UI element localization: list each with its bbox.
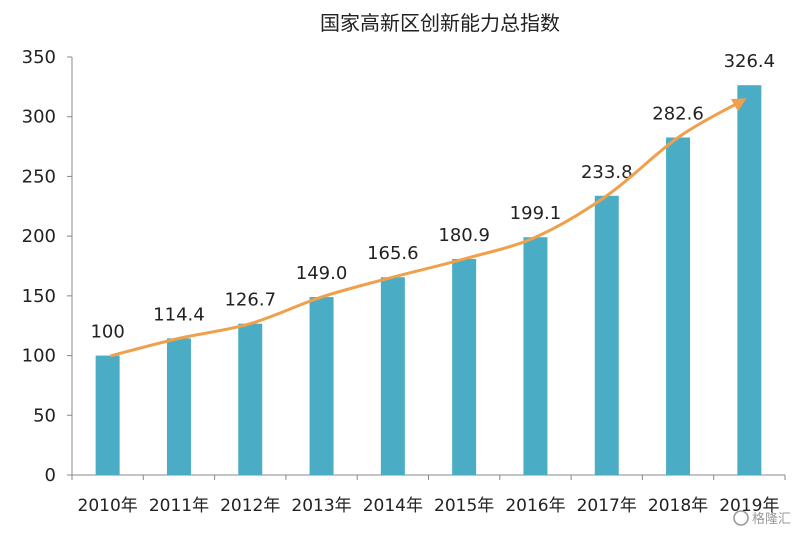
data-label: 180.9: [438, 225, 490, 246]
y-tick-label: 300: [22, 107, 56, 128]
data-label: 199.1: [510, 203, 562, 224]
data-label: 165.6: [367, 243, 419, 264]
watermark: 格隆汇: [733, 510, 791, 527]
x-tick-label: 2016年: [505, 496, 565, 516]
bar: [238, 323, 263, 475]
x-tick-label: 2015年: [434, 496, 494, 516]
watermark-logo-icon: [733, 510, 749, 526]
y-axis: 0 50 100 150 200 250 300 350: [22, 47, 73, 486]
watermark-text: 格隆汇: [752, 511, 791, 527]
trend-arrow: [110, 98, 747, 358]
trend-line: [110, 99, 743, 358]
bar: [380, 277, 405, 475]
x-tick-label: 2018年: [648, 496, 708, 516]
x-tick-label: 2019年: [719, 496, 779, 516]
y-tick-label: 350: [22, 47, 56, 68]
data-label: 149.0: [296, 263, 348, 284]
data-label: 114.4: [153, 304, 205, 325]
data-label: 100: [90, 322, 124, 343]
data-labels: 100 114.4 126.7 149.0 165.6 180.9 199.1 233.8 28…: [90, 51, 775, 342]
data-label: 233.8: [581, 162, 633, 183]
y-tick-label: 50: [33, 405, 56, 426]
y-tick-label: 250: [22, 166, 56, 187]
data-label: 126.7: [224, 290, 276, 311]
x-tick-label: 2013年: [291, 496, 351, 516]
y-tick-label: 0: [45, 465, 56, 486]
y-tick-label: 100: [22, 346, 56, 367]
x-tick-label: 2014年: [363, 496, 423, 516]
x-tick-label: 2017年: [577, 496, 637, 516]
y-tick-label: 200: [22, 226, 56, 247]
data-label: 326.4: [724, 51, 776, 72]
bar: [523, 237, 548, 475]
bar: [452, 258, 477, 475]
trend-arrowhead-icon: [730, 98, 747, 112]
bar: [594, 195, 619, 475]
bar: [666, 137, 691, 475]
x-axis: 2010年 2011年 2012年 2013年 2014年 2015年 2016年 2017年…: [71, 474, 786, 516]
bar: [166, 338, 191, 475]
bars: [95, 85, 762, 475]
x-tick-label: 2011年: [149, 496, 209, 516]
x-tick-label: 2012年: [220, 496, 280, 516]
x-tick-label: 2010年: [78, 496, 138, 516]
data-label: 282.6: [652, 103, 704, 124]
chart-title: 国家高新区创新能力总指数: [320, 11, 560, 35]
bar: [95, 355, 120, 475]
bar: [737, 85, 762, 475]
y-tick-label: 150: [22, 286, 56, 307]
bar: [309, 297, 334, 475]
